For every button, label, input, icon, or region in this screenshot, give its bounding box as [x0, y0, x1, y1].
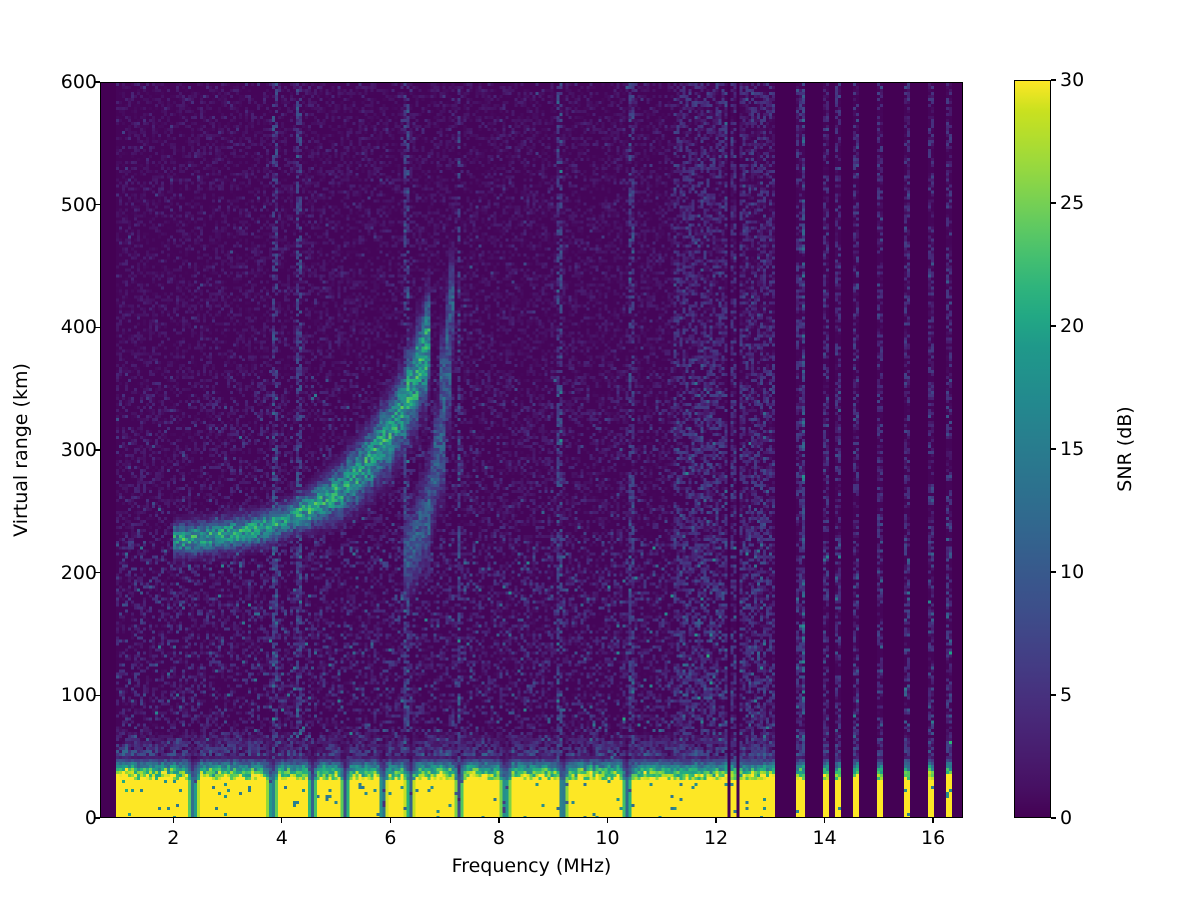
y-tick-label: 100 — [60, 684, 97, 707]
colorbar-tick-label: 5 — [1060, 684, 1073, 706]
y-tick-label: 600 — [60, 71, 97, 93]
x-tick-label: 14 — [812, 827, 837, 849]
y-tick-mark — [95, 694, 100, 696]
y-tick-mark — [95, 817, 100, 819]
y-tick-mark — [95, 326, 100, 328]
colorbar-tick-mark — [1051, 202, 1056, 204]
y-tick-label: 500 — [60, 193, 97, 216]
heatmap-plot-area[interactable] — [100, 82, 963, 818]
colorbar-tick-label: 30 — [1060, 69, 1085, 91]
colorbar-label: SNR (dB) — [1114, 406, 1136, 492]
x-tick-label: 10 — [595, 827, 620, 849]
x-axis-label: Frequency (MHz) — [451, 855, 612, 877]
x-tick-mark — [823, 818, 826, 823]
colorbar-tick-mark — [1051, 325, 1056, 327]
x-tick-mark — [172, 818, 174, 823]
y-tick-mark — [95, 572, 100, 574]
colorbar-tick-label: 0 — [1060, 807, 1073, 829]
x-tick-mark — [606, 818, 609, 823]
x-tick-mark — [389, 818, 392, 823]
x-tick-mark — [498, 818, 500, 823]
x-tick-label: 12 — [703, 827, 729, 849]
colorbar-tick-mark — [1051, 79, 1056, 81]
colorbar-tick-mark — [1051, 571, 1056, 573]
y-tick-label: 400 — [60, 316, 97, 339]
colorbar[interactable] — [1014, 80, 1051, 818]
y-tick-label: 300 — [60, 439, 97, 461]
colorbar-tick-label: 15 — [1060, 438, 1085, 460]
x-tick-mark — [932, 818, 934, 823]
colorbar-tick-label: 25 — [1060, 192, 1085, 214]
colorbar-tick-mark — [1051, 694, 1056, 696]
x-tick-label: 8 — [492, 827, 505, 849]
y-axis-label: Virtual range (km) — [10, 363, 32, 537]
y-tick-label: 0 — [84, 807, 97, 829]
x-tick-label: 16 — [921, 827, 946, 849]
x-tick-mark — [715, 818, 717, 823]
ionogram-heatmap[interactable] — [101, 83, 962, 817]
x-tick-label: 2 — [167, 827, 180, 849]
x-tick-mark — [281, 818, 283, 823]
x-tick-label: 6 — [384, 827, 397, 849]
colorbar-tick-label: 10 — [1060, 561, 1085, 583]
colorbar-tick-mark — [1051, 817, 1056, 819]
y-tick-label: 200 — [60, 561, 97, 584]
y-tick-mark — [95, 204, 100, 206]
y-tick-mark — [95, 81, 100, 83]
y-tick-mark — [95, 449, 100, 451]
colorbar-tick-mark — [1051, 448, 1056, 450]
x-tick-label: 4 — [275, 827, 288, 849]
colorbar-tick-label: 20 — [1060, 315, 1085, 337]
